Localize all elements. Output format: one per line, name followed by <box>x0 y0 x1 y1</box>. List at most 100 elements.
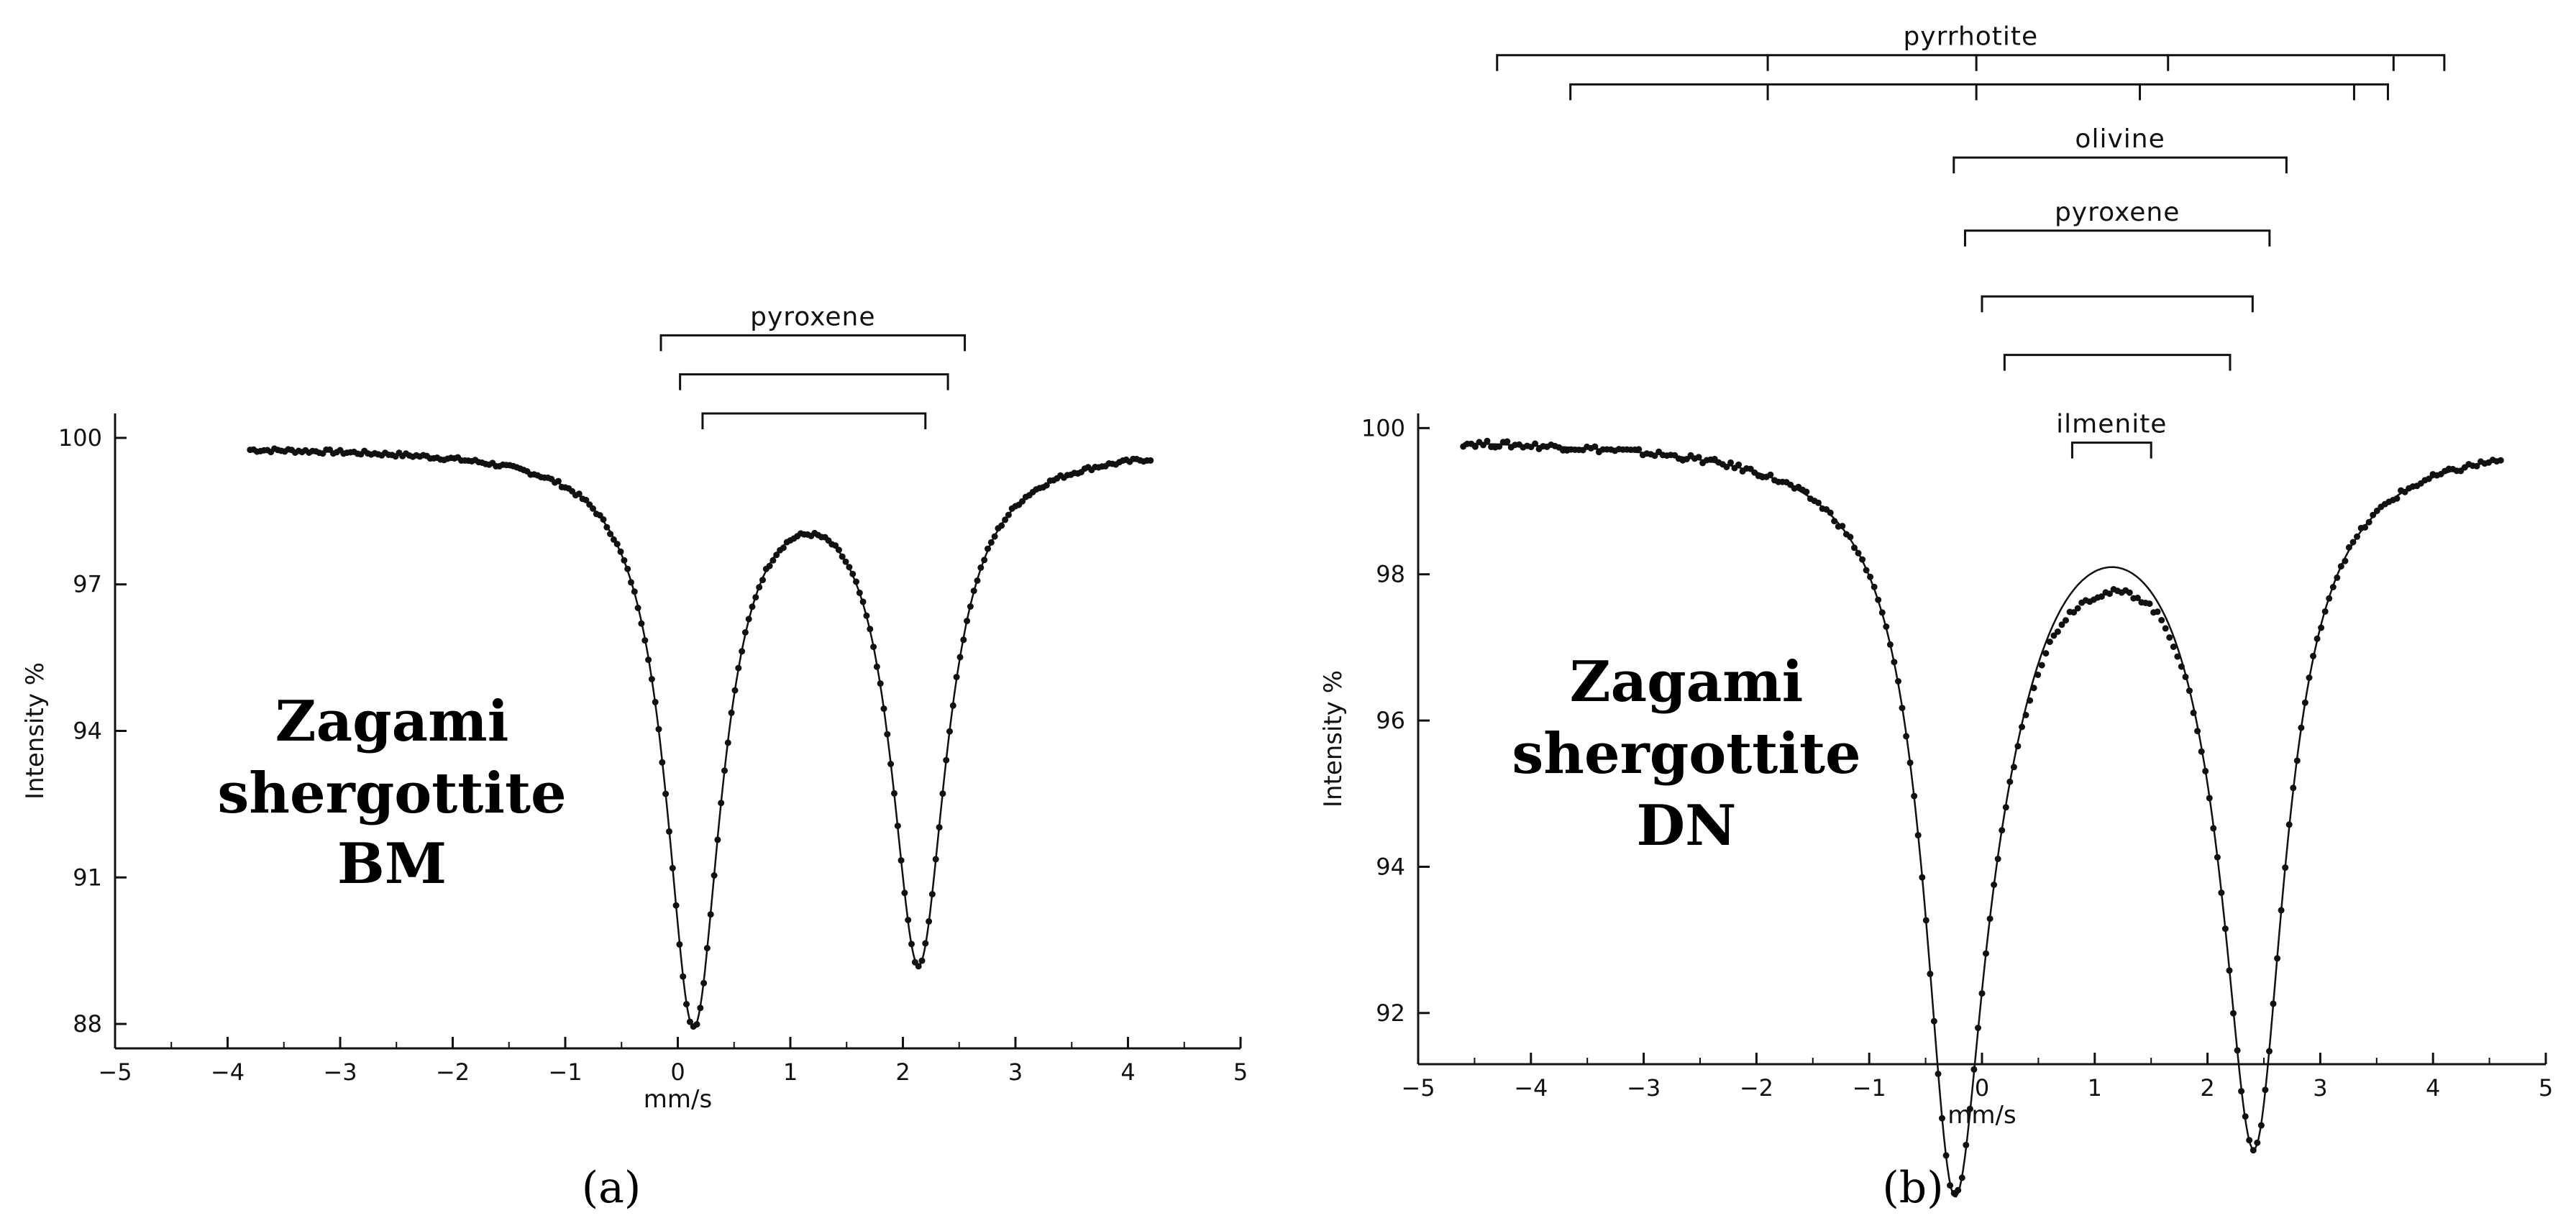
data-point <box>1002 516 1009 523</box>
data-point <box>2014 743 2022 750</box>
data-point <box>724 739 731 746</box>
sample-label: Zagami <box>275 689 509 754</box>
data-point <box>1019 498 1026 505</box>
data-point <box>856 590 863 596</box>
data-point <box>652 698 659 705</box>
data-point <box>2063 617 2069 624</box>
data-point <box>832 542 839 549</box>
data-point <box>2106 590 2113 598</box>
x-tick-label: −4 <box>211 1058 245 1086</box>
data-point <box>645 656 652 664</box>
data-point <box>2182 673 2189 680</box>
x-tick-label: 5 <box>1233 1058 1248 1086</box>
data-point <box>1827 509 1834 516</box>
data-point <box>2146 600 2153 608</box>
x-tick-label: 2 <box>895 1058 910 1086</box>
data-point <box>905 917 912 923</box>
site-bracket <box>2003 354 2232 371</box>
data-point <box>2254 1139 2261 1146</box>
data-point <box>901 889 908 897</box>
site-bracket <box>1963 229 2271 247</box>
data-point <box>898 857 905 864</box>
y-axis-label: Intensity % <box>1319 670 1348 807</box>
data-point <box>648 676 655 682</box>
data-point <box>859 598 867 605</box>
data-point <box>939 790 946 797</box>
data-point <box>607 531 614 538</box>
y-tick-label: 91 <box>73 864 102 891</box>
y-tick-label: 97 <box>73 571 102 598</box>
x-tick-label: 2 <box>2200 1074 2214 1102</box>
site-label: olivine <box>2075 124 2165 154</box>
data-point <box>1899 705 1906 712</box>
data-point <box>697 1005 704 1012</box>
data-point <box>932 856 939 863</box>
data-point <box>1532 440 1539 447</box>
x-tick-label: 0 <box>1975 1074 1989 1102</box>
data-point <box>977 564 985 571</box>
data-point <box>1947 1182 1954 1189</box>
data-point <box>2270 1000 2277 1007</box>
data-point <box>2278 907 2285 914</box>
data-point <box>659 759 666 766</box>
data-point <box>1975 1025 1981 1031</box>
data-point <box>867 626 874 633</box>
data-point <box>1983 950 1989 957</box>
data-point <box>2226 967 2233 974</box>
data-point <box>2326 595 2333 602</box>
data-point <box>884 731 891 738</box>
data-point <box>2166 634 2173 641</box>
data-point <box>1484 437 1491 444</box>
data-point <box>915 963 922 970</box>
x-tick-label: 3 <box>2313 1074 2327 1102</box>
data-point <box>2473 462 2480 470</box>
data-point <box>2019 723 2025 731</box>
x-tick-label: 1 <box>2088 1074 2102 1102</box>
data-point <box>936 824 943 831</box>
data-point <box>721 767 728 774</box>
site-bracket <box>659 334 967 352</box>
data-point <box>922 940 929 947</box>
data-point <box>1471 443 1479 450</box>
data-point <box>628 579 634 586</box>
data-point <box>641 637 649 644</box>
data-point <box>2293 757 2301 764</box>
data-point <box>2206 795 2213 802</box>
data-point <box>2070 609 2078 616</box>
data-point <box>711 872 718 879</box>
y-axis-label: Intensity % <box>21 662 50 800</box>
data-point <box>953 674 960 681</box>
x-tick-label: −2 <box>1740 1074 1773 1102</box>
data-point <box>752 594 759 601</box>
data-point <box>1903 733 1910 740</box>
data-point <box>1851 544 1858 552</box>
data-point <box>863 612 870 619</box>
x-tick-label: −4 <box>1514 1074 1548 1102</box>
data-point <box>1935 1071 1942 1077</box>
data-point <box>880 705 887 713</box>
data-point <box>617 548 624 555</box>
data-point <box>1803 488 1810 495</box>
data-point <box>2002 804 2009 811</box>
data-point <box>575 490 583 498</box>
data-point <box>624 565 631 572</box>
data-point <box>680 973 687 980</box>
data-point <box>700 979 708 987</box>
site-label: pyroxene <box>2055 198 2180 227</box>
data-point <box>631 588 638 595</box>
data-point <box>1480 441 1486 449</box>
data-point <box>1939 1115 1945 1122</box>
data-point <box>2425 475 2432 482</box>
data-point <box>2034 672 2042 678</box>
data-point <box>1723 464 1730 470</box>
data-point <box>769 557 777 564</box>
data-point <box>2334 574 2341 581</box>
data-point <box>2162 625 2169 632</box>
site-bracket <box>2070 441 2152 459</box>
data-point <box>2354 533 2360 540</box>
data-point <box>1878 609 1886 616</box>
data-point <box>2050 632 2057 639</box>
data-point <box>2134 595 2141 601</box>
data-point <box>2126 589 2133 596</box>
data-point <box>1994 856 2001 862</box>
